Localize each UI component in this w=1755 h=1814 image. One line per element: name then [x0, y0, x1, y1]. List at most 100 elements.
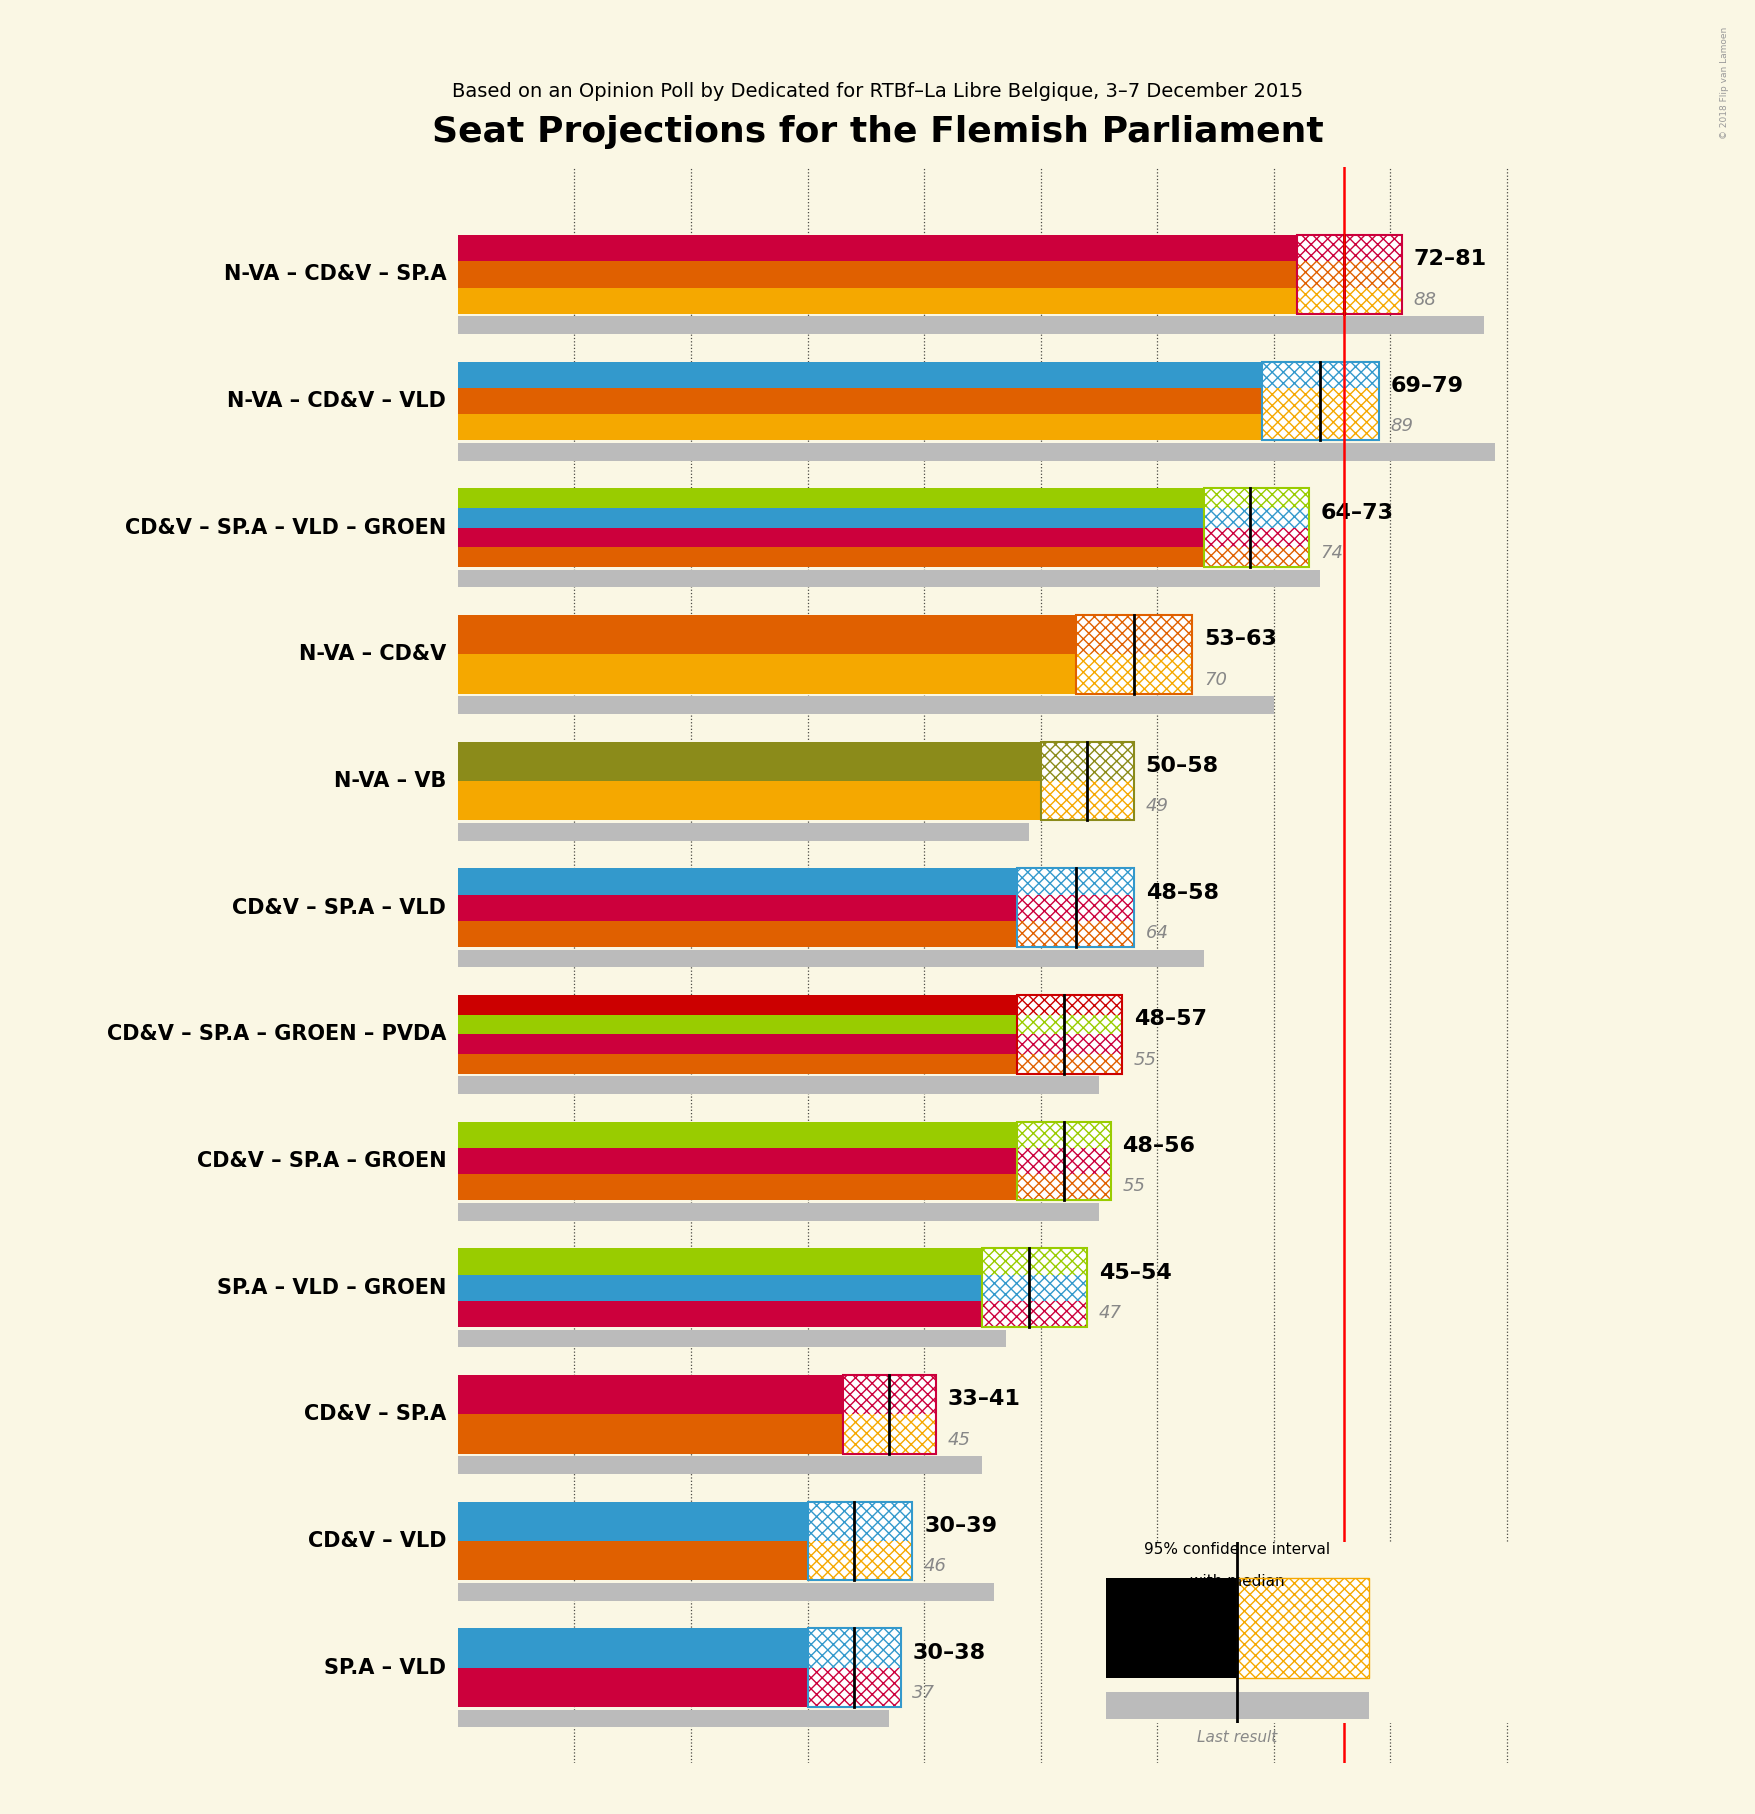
Bar: [1018, 869, 1134, 894]
Bar: [1204, 488, 1309, 568]
Text: 47: 47: [1099, 1304, 1121, 1322]
Bar: [1018, 922, 1134, 947]
Bar: [1204, 548, 1309, 568]
Bar: [983, 1275, 1088, 1301]
Bar: [1237, 1578, 1369, 1678]
Bar: [842, 1415, 935, 1453]
Bar: [458, 1502, 807, 1542]
Bar: [1076, 615, 1192, 693]
Bar: [807, 1629, 900, 1667]
Bar: [1204, 488, 1309, 508]
Bar: [458, 361, 1262, 388]
Bar: [1297, 261, 1402, 288]
Bar: [1076, 615, 1192, 655]
Bar: [1018, 1014, 1121, 1034]
Bar: [458, 1148, 1018, 1174]
Text: 48–56: 48–56: [1121, 1136, 1195, 1156]
Bar: [807, 1502, 913, 1580]
Text: CD&V – SP.A – GROEN: CD&V – SP.A – GROEN: [197, 1152, 446, 1172]
Bar: [1262, 414, 1379, 441]
Bar: [458, 742, 1041, 782]
Bar: [458, 697, 1274, 715]
Bar: [458, 1076, 1099, 1094]
Bar: [458, 508, 1204, 528]
Bar: [1018, 1121, 1111, 1148]
Text: 95% confidence interval: 95% confidence interval: [1144, 1542, 1330, 1556]
Bar: [807, 1667, 900, 1707]
Bar: [807, 1629, 900, 1667]
Bar: [1076, 655, 1192, 693]
Bar: [842, 1415, 935, 1453]
Bar: [1262, 361, 1379, 388]
Bar: [1041, 742, 1134, 820]
Bar: [458, 824, 1028, 840]
Text: 64: 64: [1146, 923, 1169, 941]
Bar: [1018, 869, 1134, 947]
Bar: [1106, 1578, 1237, 1678]
Bar: [983, 1248, 1088, 1275]
Text: 74: 74: [1320, 544, 1343, 562]
Text: CD&V – VLD: CD&V – VLD: [307, 1531, 446, 1551]
Bar: [458, 1375, 842, 1415]
Bar: [458, 570, 1320, 588]
Bar: [807, 1542, 913, 1580]
Bar: [458, 1584, 993, 1600]
Bar: [458, 869, 1018, 894]
Text: N-VA – VB: N-VA – VB: [333, 771, 446, 791]
Bar: [1204, 528, 1309, 548]
Bar: [1018, 996, 1121, 1074]
Bar: [1262, 388, 1379, 414]
Bar: [1204, 548, 1309, 568]
Bar: [1018, 1148, 1111, 1174]
Bar: [1018, 1174, 1111, 1201]
Bar: [458, 488, 1204, 508]
Text: 45–54: 45–54: [1099, 1263, 1172, 1282]
Bar: [458, 414, 1262, 441]
Bar: [458, 1034, 1018, 1054]
Bar: [983, 1248, 1088, 1328]
Text: 37: 37: [913, 1683, 935, 1702]
Text: with median: with median: [1190, 1573, 1285, 1589]
Bar: [458, 548, 1204, 568]
Bar: [1018, 996, 1121, 1014]
Bar: [1041, 742, 1134, 782]
Bar: [1262, 414, 1379, 441]
Bar: [983, 1301, 1088, 1328]
Text: 72–81: 72–81: [1413, 249, 1486, 268]
Bar: [458, 443, 1495, 461]
Bar: [983, 1301, 1088, 1328]
Text: 48–58: 48–58: [1146, 883, 1218, 903]
Text: Based on an Opinion Poll by Dedicated for RTBf–La Libre Belgique, 3–7 December 2: Based on an Opinion Poll by Dedicated fo…: [453, 82, 1302, 100]
Text: N-VA – CD&V: N-VA – CD&V: [298, 644, 446, 664]
Bar: [1297, 236, 1402, 261]
Text: 64–73: 64–73: [1320, 502, 1393, 522]
Bar: [1041, 782, 1134, 820]
Bar: [807, 1667, 900, 1707]
Bar: [1297, 261, 1402, 288]
Bar: [807, 1502, 913, 1542]
Bar: [458, 922, 1018, 947]
Text: 33–41: 33–41: [948, 1390, 1020, 1409]
Bar: [458, 1415, 842, 1453]
Bar: [458, 1014, 1018, 1034]
Bar: [458, 894, 1018, 922]
Text: 55: 55: [1134, 1050, 1157, 1068]
Text: 30–38: 30–38: [913, 1642, 986, 1662]
Bar: [458, 288, 1297, 314]
Bar: [458, 236, 1297, 261]
Bar: [1106, 1691, 1369, 1720]
Bar: [1041, 742, 1134, 782]
Text: CD&V – SP.A – VLD: CD&V – SP.A – VLD: [232, 898, 446, 918]
Bar: [1018, 1034, 1121, 1054]
Bar: [1018, 894, 1134, 922]
Bar: [807, 1502, 913, 1542]
Bar: [1018, 1014, 1121, 1034]
Bar: [1018, 1121, 1111, 1148]
Bar: [1297, 288, 1402, 314]
Text: 48–57: 48–57: [1134, 1009, 1207, 1029]
Bar: [1041, 782, 1134, 820]
Bar: [1018, 894, 1134, 922]
Bar: [842, 1375, 935, 1415]
Bar: [1204, 508, 1309, 528]
Bar: [1297, 288, 1402, 314]
